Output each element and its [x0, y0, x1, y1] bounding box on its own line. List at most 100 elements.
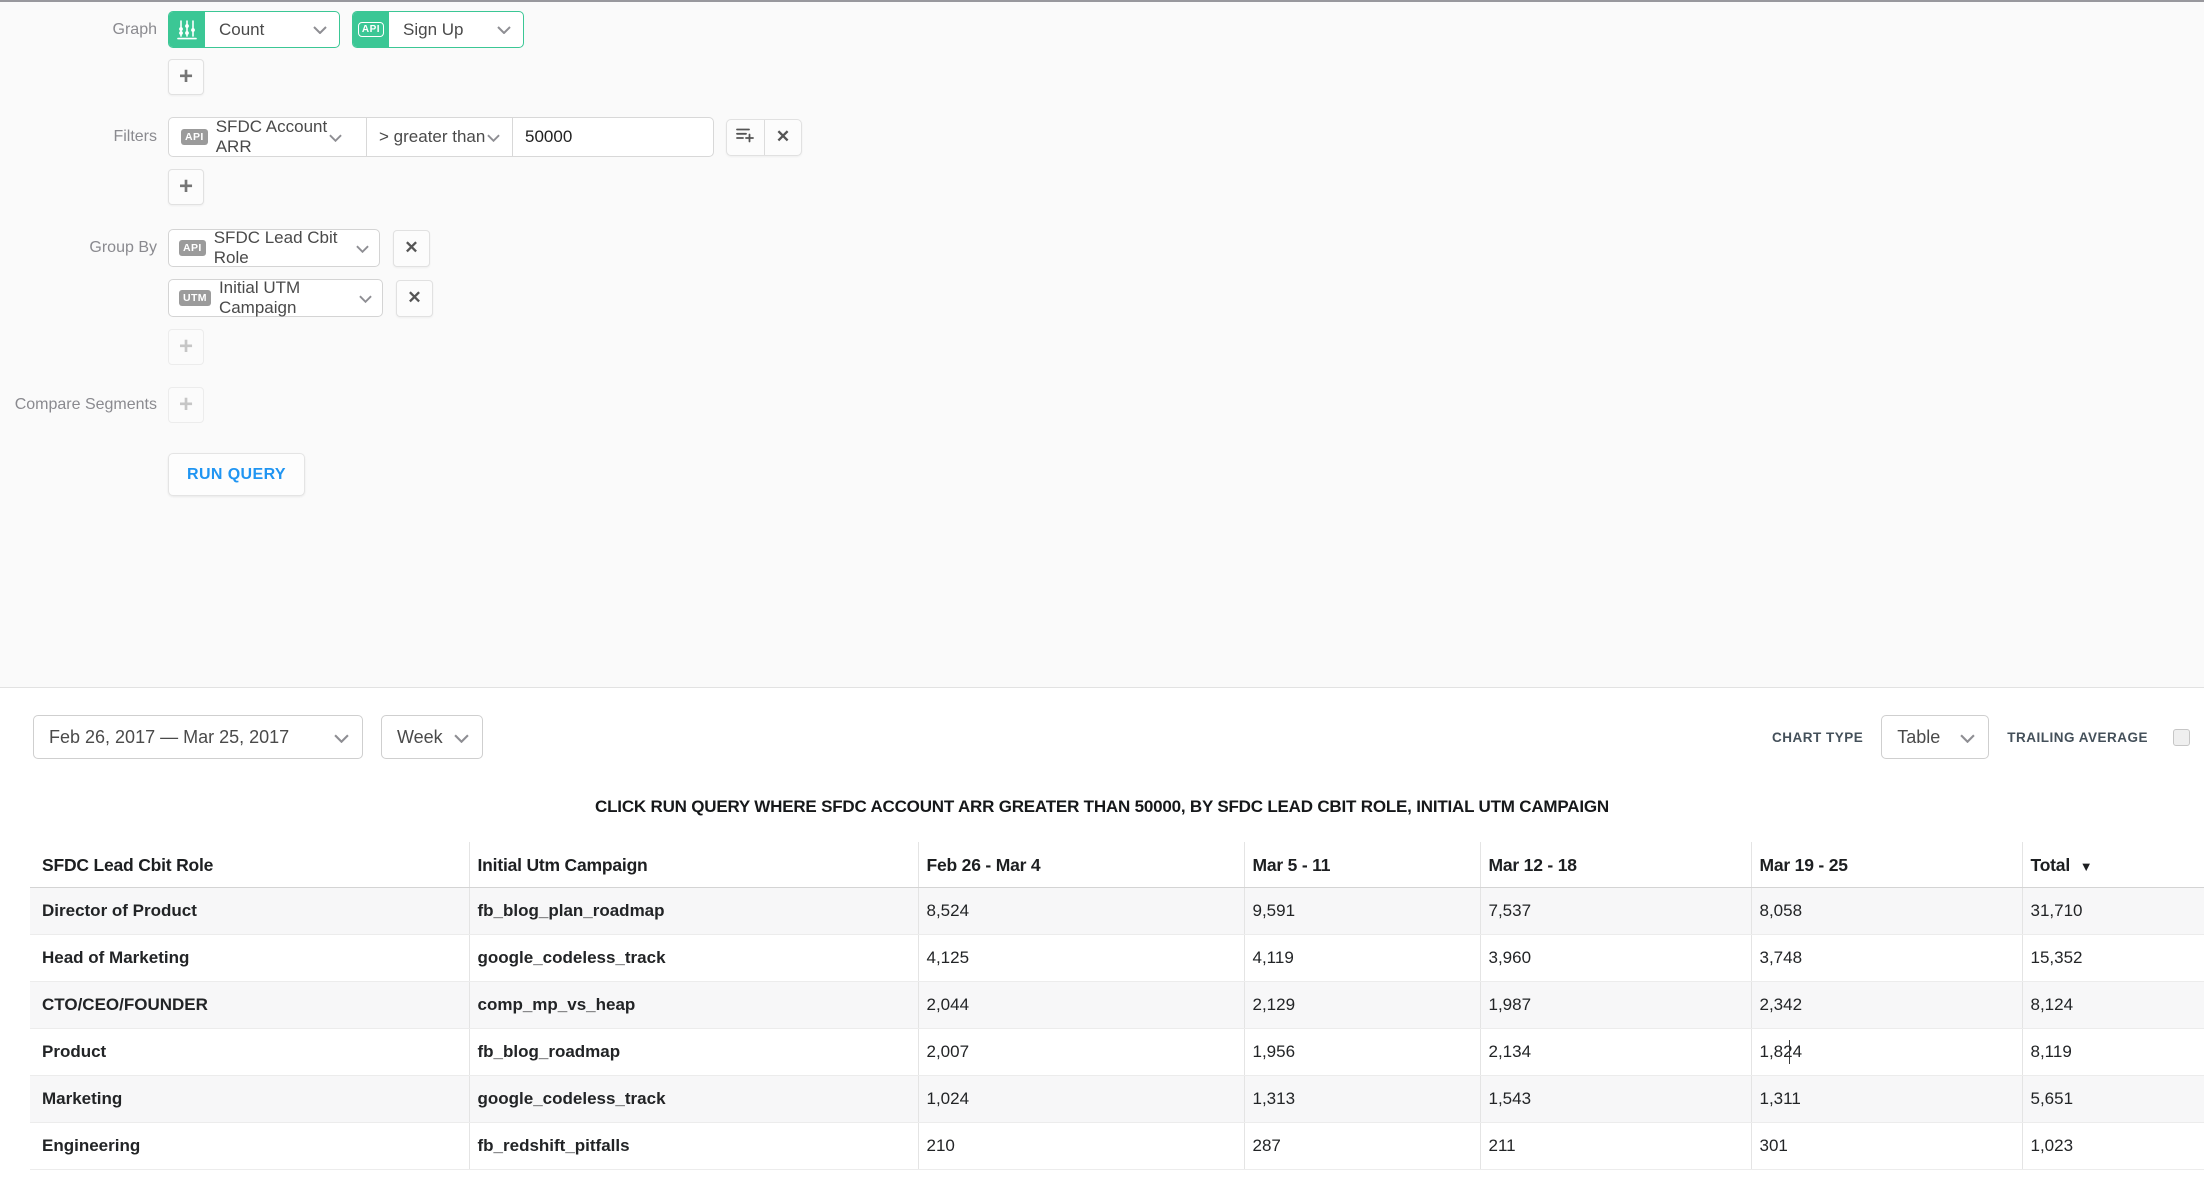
- table-header-row: SFDC Lead Cbit Role Initial Utm Campaign…: [30, 842, 2204, 888]
- query-builder-panel: Graph Count: [0, 0, 2204, 688]
- remove-group-by-button[interactable]: ✕: [393, 229, 430, 267]
- date-range-value: Feb 26, 2017 — Mar 25, 2017: [49, 726, 290, 747]
- cell-value: 8,524: [918, 887, 1245, 935]
- chart-type-select[interactable]: Table: [1881, 715, 1990, 759]
- cell-value: 2,129: [1244, 981, 1481, 1029]
- query-result-title: CLICK RUN QUERY WHERE SFDC ACCOUNT ARR G…: [595, 797, 1609, 816]
- utm-badge: UTM: [179, 290, 211, 306]
- cell-value: 2,044: [918, 981, 1245, 1029]
- count-metric-icon: [169, 12, 205, 47]
- analytics-page: Graph Count: [0, 0, 2204, 1170]
- column-header[interactable]: SFDC Lead Cbit Role: [30, 842, 470, 888]
- table-row: Product fb_blog_roadmap 2,007 1,956 2,13…: [30, 1028, 2204, 1076]
- column-header-label: Initial Utm Campaign: [477, 855, 648, 875]
- cell-total: 5,651: [2022, 1075, 2204, 1123]
- close-icon: ✕: [404, 238, 419, 257]
- filter-property-select[interactable]: API SFDC Account ARR: [169, 118, 366, 156]
- table-row: Head of Marketing google_codeless_track …: [30, 934, 2204, 982]
- group-by-value: SFDC Lead Cbit Role: [213, 228, 338, 267]
- chevron-down-icon: [356, 238, 369, 258]
- cell-value: 2,007: [918, 1028, 1245, 1076]
- group-by-select[interactable]: API SFDC Lead Cbit Role: [168, 228, 380, 267]
- filters-label: Filters: [113, 128, 157, 145]
- trailing-average-checkbox[interactable]: [2173, 728, 2190, 746]
- cell-value: 301: [1751, 1122, 2023, 1170]
- group-by-select[interactable]: UTM Initial UTM Campaign: [168, 278, 383, 317]
- cell-total: 1,023: [2022, 1122, 2204, 1170]
- remove-group-by-button[interactable]: ✕: [396, 279, 433, 317]
- cell-value: 1,956: [1244, 1028, 1481, 1076]
- cell-total: 8,119: [2022, 1028, 2204, 1076]
- compare-segments-label: Compare Segments: [14, 396, 157, 413]
- table-header: SFDC Lead Cbit Role Initial Utm Campaign…: [30, 842, 2204, 888]
- cell-value: 3,748: [1751, 934, 2023, 982]
- cell-value: 1,987: [1480, 981, 1752, 1029]
- operator-value: greater than: [393, 127, 486, 146]
- filters-row: Filters API SFDC Account ARR > greater t…: [0, 117, 2204, 157]
- chart-type-label: CHART TYPE: [1771, 729, 1864, 745]
- filter-property-value: SFDC Account ARR: [215, 117, 328, 156]
- cell-campaign: google_codeless_track: [469, 1075, 919, 1123]
- run-query-button[interactable]: RUN QUERY: [168, 453, 305, 496]
- cell-value: 210: [918, 1122, 1245, 1170]
- column-header-total[interactable]: Total ▼: [2022, 842, 2204, 888]
- column-header[interactable]: Mar 19 - 25: [1751, 842, 2023, 888]
- chevron-down-icon: [313, 21, 327, 39]
- api-event-icon: API: [353, 12, 389, 47]
- add-to-list-button[interactable]: [727, 120, 764, 155]
- run-query-row: RUN QUERY: [0, 453, 2204, 496]
- column-header[interactable]: Feb 26 - Mar 4: [918, 842, 1245, 888]
- remove-filter-button[interactable]: ✕: [764, 119, 801, 155]
- cell-role: Engineering: [30, 1122, 470, 1170]
- cell-value: 7,537: [1480, 887, 1752, 935]
- cell-value: 3,960: [1480, 934, 1752, 982]
- cell-total: 8,124: [2022, 981, 2204, 1029]
- filter-operator-select[interactable]: > greater than: [366, 118, 512, 156]
- granularity-select[interactable]: Week: [381, 715, 483, 759]
- graph-label: Graph: [112, 20, 157, 38]
- plus-icon: +: [178, 63, 193, 90]
- metric-select[interactable]: Count: [168, 11, 340, 48]
- filter-actions: ✕: [726, 118, 802, 156]
- close-icon: ✕: [407, 288, 422, 307]
- column-header[interactable]: Initial Utm Campaign: [469, 842, 919, 888]
- date-range-select[interactable]: Feb 26, 2017 — Mar 25, 2017: [33, 715, 363, 759]
- cell-value: 211: [1480, 1122, 1752, 1170]
- cell-value: 2,134: [1480, 1028, 1752, 1076]
- column-header-label: Total: [2030, 855, 2071, 875]
- chart-type-value: Table: [1897, 726, 1941, 747]
- cell-role: Head of Marketing: [30, 934, 470, 982]
- table-row: Engineering fb_redshift_pitfalls 210 287…: [30, 1122, 2204, 1170]
- column-header-label: Mar 5 - 11: [1252, 855, 1331, 875]
- close-icon: ✕: [775, 127, 791, 146]
- plus-icon: +: [178, 333, 193, 360]
- add-group-by-row: +: [0, 329, 2204, 365]
- group-by-row: UTM Initial UTM Campaign ✕: [0, 278, 2204, 317]
- add-to-list-icon: [736, 127, 755, 148]
- column-header[interactable]: Mar 12 - 18: [1480, 842, 1752, 888]
- granularity-value: Week: [397, 726, 443, 747]
- add-filter-button[interactable]: +: [168, 169, 204, 205]
- cell-value: 1,313: [1244, 1075, 1481, 1123]
- cell-value: 8,058: [1751, 887, 2023, 935]
- add-group-by-button[interactable]: +: [168, 329, 204, 365]
- results-panel: Feb 26, 2017 — Mar 25, 2017 Week CHART T…: [0, 688, 2204, 1170]
- cell-role: CTO/CEO/FOUNDER: [30, 981, 470, 1029]
- api-badge: API: [181, 129, 208, 145]
- cell-value: 1,824: [1751, 1028, 2023, 1076]
- chevron-down-icon: [1960, 727, 1975, 748]
- table-row: Marketing google_codeless_track 1,024 1,…: [30, 1075, 2204, 1123]
- cell-campaign: comp_mp_vs_heap: [469, 981, 919, 1029]
- event-select[interactable]: API Sign Up: [352, 11, 524, 48]
- chevron-down-icon: [329, 127, 342, 147]
- cell-value: 1,543: [1480, 1075, 1752, 1123]
- cell-campaign: fb_blog_plan_roadmap: [469, 887, 919, 935]
- filter-value-input[interactable]: [525, 127, 701, 147]
- add-segment-button[interactable]: +: [168, 387, 204, 423]
- column-header[interactable]: Mar 5 - 11: [1244, 842, 1481, 888]
- add-event-button[interactable]: +: [168, 59, 204, 95]
- column-header-label: SFDC Lead Cbit Role: [42, 855, 214, 875]
- chevron-down-icon: [497, 21, 511, 39]
- add-graph-row: +: [0, 59, 2204, 95]
- plus-icon: +: [178, 391, 193, 418]
